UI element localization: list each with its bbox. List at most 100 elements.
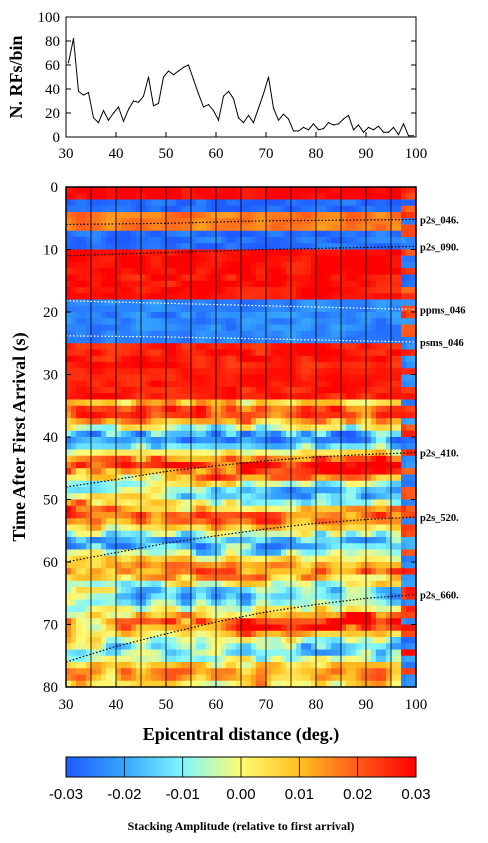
histogram-point: [327, 122, 330, 124]
heatmap-cell: [356, 518, 362, 526]
heatmap-cell: [156, 555, 162, 563]
heatmap-cell: [206, 187, 212, 194]
heatmap-cell: [111, 649, 117, 657]
heatmap-cell: [281, 674, 287, 682]
heatmap-cell: [181, 393, 187, 401]
heatmap-cell: [306, 293, 312, 301]
heatmap-cell: [121, 668, 127, 676]
heatmap-cell: [316, 362, 322, 369]
heatmap-cell: [321, 199, 327, 207]
heatmap-cell: [346, 580, 352, 588]
heatmap-cell: [346, 487, 352, 494]
heatmap-cell: [316, 299, 322, 307]
heatmap-cell: [211, 512, 217, 519]
heatmap-cell: [121, 499, 127, 507]
heatmap-cell: [206, 312, 212, 319]
heatmap-cell: [136, 443, 142, 451]
heatmap-cell: [106, 524, 112, 532]
heatmap-cell: [261, 349, 267, 357]
heatmap-cell: [356, 324, 362, 332]
heatmap-cell: [266, 474, 272, 482]
heatmap-cell: [301, 299, 307, 307]
heatmap-cell: [161, 349, 167, 357]
heatmap-cell: [176, 518, 182, 526]
heatmap-cell: [131, 274, 137, 282]
heatmap-cell: [206, 418, 212, 426]
heatmap-cell: [301, 505, 307, 513]
heatmap-cell: [116, 312, 122, 319]
heatmap-cell: [321, 668, 327, 676]
histogram-ytick-label: 0: [53, 130, 61, 146]
heatmap-cell: [291, 618, 297, 626]
heatmap-cell: [96, 643, 102, 651]
heatmap-cell: [171, 655, 177, 663]
heatmap-cell: [146, 362, 152, 369]
heatmap-cell: [106, 468, 112, 476]
heatmap-cell: [316, 293, 322, 301]
heatmap-cell: [111, 562, 117, 569]
heatmap-cell: [156, 443, 162, 451]
heatmap-cell: [351, 674, 357, 682]
heatmap-cell: [251, 443, 257, 451]
heatmap-cell: [236, 680, 242, 688]
heatmap-cell: [256, 680, 262, 688]
heatmap-cell: [176, 549, 182, 557]
heatmap-cell: [106, 674, 112, 682]
heatmap-cell: [171, 487, 177, 494]
heatmap-cell: [201, 430, 207, 438]
heatmap-cell: [101, 674, 107, 682]
heatmap-cell: [296, 530, 302, 538]
heatmap-cell: [211, 262, 217, 269]
heatmap-cell: [311, 262, 317, 269]
heatmap-cell: [226, 312, 232, 319]
heatmap-cell: [226, 674, 232, 682]
heatmap-cell: [171, 324, 177, 332]
heatmap-cell: [301, 612, 307, 619]
heatmap-cell: [361, 518, 367, 526]
heatmap-cell: [236, 343, 242, 351]
heatmap-cell: [161, 449, 167, 457]
heatmap-cell: [356, 193, 362, 201]
heatmap-cell: [246, 555, 252, 563]
heatmap-cell: [276, 299, 282, 307]
heatmap-cell: [81, 305, 87, 313]
heatmap-cell: [296, 430, 302, 438]
heatmap-cell: [246, 330, 252, 338]
heatmap-cell: [106, 443, 112, 451]
heatmap-cell: [301, 280, 307, 288]
heatmap-cell: [181, 199, 187, 207]
histogram-xtick-label: 70: [259, 146, 274, 162]
heatmap-cell: [176, 337, 182, 344]
heatmap-cell: [246, 249, 252, 257]
heatmap-cell: [256, 218, 262, 226]
heatmap-cell: [311, 649, 317, 657]
heatmap-cell: [156, 193, 162, 201]
heatmap-cell: [166, 405, 172, 413]
heatmap-cell: [236, 330, 242, 338]
heatmap-cell: [356, 305, 362, 313]
heatmap-cell: [156, 474, 162, 482]
heatmap-cell: [306, 655, 312, 663]
heatmap-cell: [326, 605, 332, 613]
heatmap-cell: [361, 387, 367, 394]
heatmap-cell: [211, 424, 217, 432]
heatmap-cell: [251, 599, 257, 607]
heatmap-cell: [326, 474, 332, 482]
heatmap-cell: [171, 493, 177, 501]
heatmap-cell: [106, 199, 112, 207]
heatmap-cell: [351, 499, 357, 507]
heatmap-cell: [121, 287, 127, 294]
heatmap-cell: [196, 574, 202, 582]
heatmap-cell: [216, 362, 222, 369]
heatmap-cell: [191, 230, 197, 238]
heatmap-cell: [86, 480, 92, 488]
heatmap-cell: [331, 599, 337, 607]
heatmap-cell: [221, 274, 227, 282]
heatmap-cell: [271, 312, 277, 319]
heatmap-cell: [331, 618, 337, 626]
heatmap-cell: [231, 680, 237, 688]
heatmap-cell: [251, 318, 257, 326]
heatmap-cell: [166, 237, 172, 244]
heatmap-cell: [326, 293, 332, 301]
heatmap-cell: [91, 262, 97, 269]
